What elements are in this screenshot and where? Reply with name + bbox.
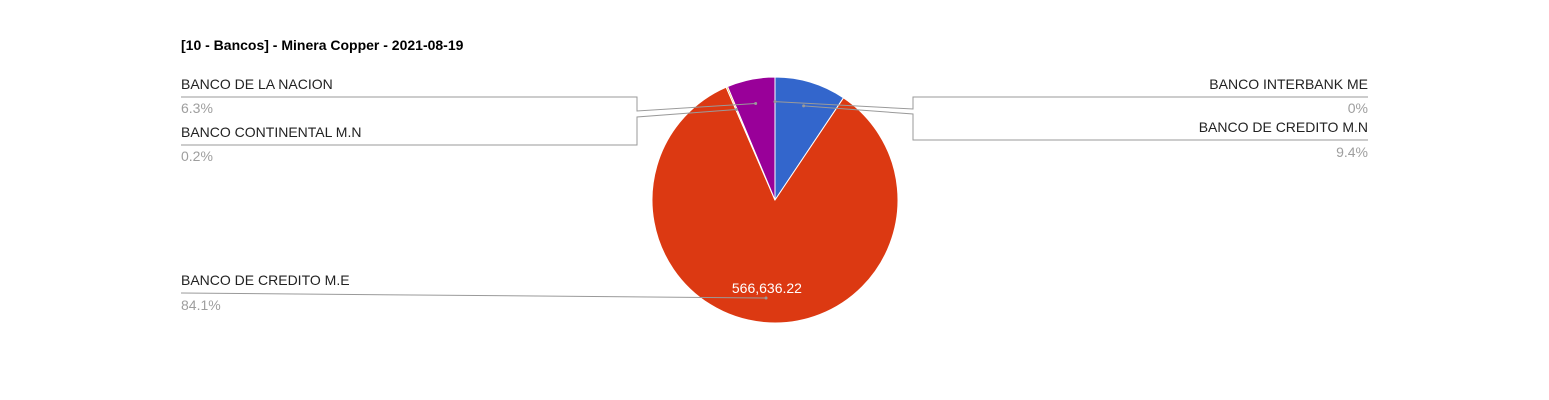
slice-percent-label: 0.2%	[181, 148, 213, 164]
leader-line-banco-de-credito-m-e	[180, 292, 767, 299]
leader-dot	[802, 104, 806, 108]
leader-line-banco-de-la-nacion	[181, 96, 756, 112]
slice-name-label: BANCO INTERBANK ME	[1209, 76, 1368, 92]
slice-percent-label: 9.4%	[1336, 144, 1368, 160]
slice-percent-label: 84.1%	[181, 297, 221, 313]
slice-name-label: BANCO DE CREDITO M.N	[1199, 119, 1368, 135]
chart-title: [10 - Bancos] - Minera Copper - 2021-08-…	[181, 37, 464, 53]
pie-slice-banco-de-la-nacion[interactable]	[726, 76, 776, 201]
leader-lines	[180, 96, 1368, 300]
leader-dot	[773, 100, 777, 104]
slice-percent-label: 6.3%	[181, 100, 213, 116]
leader-line-banco-de-credito-m-n	[803, 105, 1368, 141]
leader-dot	[764, 296, 768, 300]
slice-value-label: 566,636.22	[732, 280, 802, 296]
slice-name-label: BANCO DE CREDITO M.E	[181, 272, 350, 288]
slice-name-label: BANCO DE LA NACION	[181, 76, 333, 92]
leader-line-banco-interbank-me	[774, 96, 1368, 110]
slice-labels: BANCO DE CREDITO M.N 9.4% 566,636.22 BANCO …	[181, 76, 1368, 313]
leader-dot	[734, 107, 738, 111]
slice-name-label: BANCO CONTINENTAL M.N	[181, 124, 361, 140]
leader-dot	[754, 102, 758, 106]
pie-slice-banco-de-credito-m-e[interactable]	[651, 86, 899, 324]
leader-line-banco-continental-m-n	[181, 108, 737, 146]
slice-percent-label: 0%	[1348, 100, 1368, 116]
